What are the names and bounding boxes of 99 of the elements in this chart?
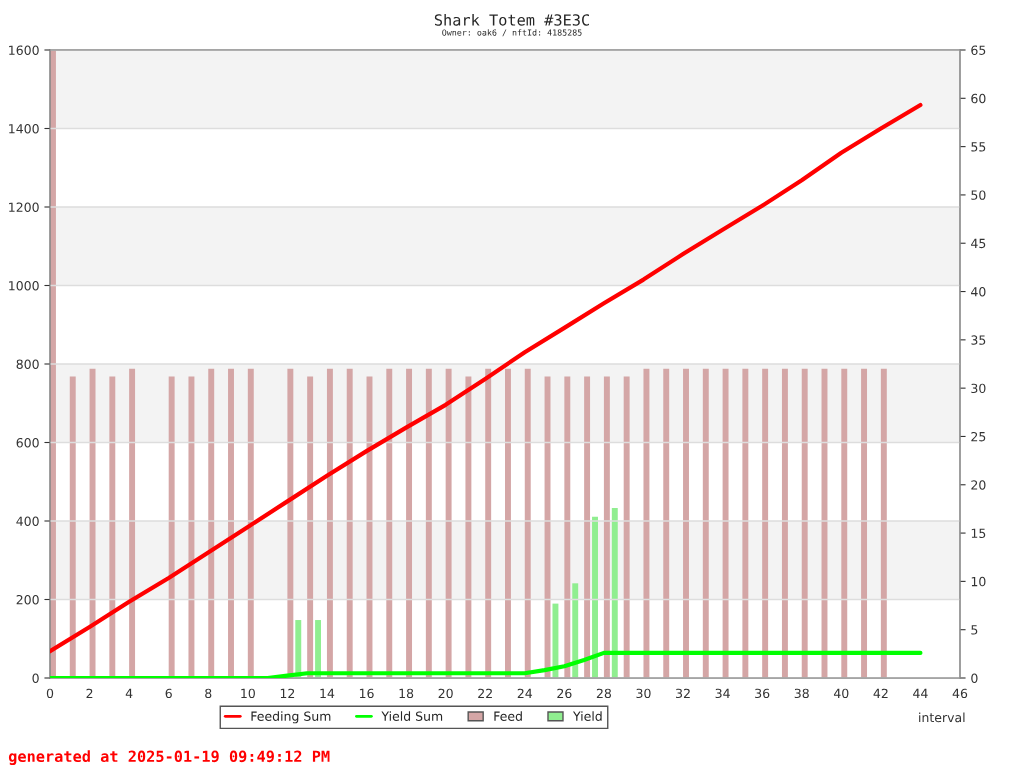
y2-tick-label: 65 xyxy=(971,45,986,55)
x-tick-label: 44 xyxy=(913,688,928,698)
x-tick-label: 40 xyxy=(833,688,849,699)
y2-tick-label: 35 xyxy=(971,335,986,345)
bar xyxy=(425,368,432,678)
bar xyxy=(552,603,559,678)
bar xyxy=(841,368,848,678)
bar xyxy=(485,368,492,678)
legend-label: Yield Sum xyxy=(381,711,443,721)
bar xyxy=(129,368,136,678)
legend-label: Yield xyxy=(572,711,602,721)
bar xyxy=(326,368,333,678)
y-tick-label: 1000 xyxy=(9,280,39,291)
bar xyxy=(683,368,689,678)
x-tick-label: 14 xyxy=(320,688,335,698)
line-series xyxy=(50,650,923,678)
x-tick-label: 12 xyxy=(280,688,295,698)
bar xyxy=(564,376,571,678)
x-tick-label: 18 xyxy=(399,688,414,699)
chart-subtitle: Owner: oak6 / nftId: 4185285 xyxy=(442,29,582,37)
x-tick-label: 42 xyxy=(873,688,888,698)
y2-tick-label: 5 xyxy=(971,625,978,635)
x-tick-label: 6 xyxy=(165,688,172,699)
y2-tick-label: 60 xyxy=(971,93,986,104)
chart-title: Shark Totem #3E3C xyxy=(434,13,589,26)
bar xyxy=(643,368,650,678)
bar xyxy=(109,376,116,678)
bar xyxy=(722,368,729,678)
x-tick-label: 32 xyxy=(676,688,690,699)
x-tick-label: 0 xyxy=(46,688,54,699)
x-tick-label: 34 xyxy=(715,688,730,699)
y2-tick-label: 30 xyxy=(971,383,986,394)
x-tick-label: 10 xyxy=(241,688,255,699)
y2-tick-label: 55 xyxy=(971,142,986,152)
x-tick-label: 4 xyxy=(125,688,133,698)
y2-tick-label: 45 xyxy=(971,238,986,249)
bar xyxy=(781,368,788,678)
legend-label: Feeding Sum xyxy=(251,711,331,724)
y-tick-label: 200 xyxy=(16,594,39,605)
x-axis-title: interval xyxy=(919,712,965,723)
x-tick-label: 8 xyxy=(205,688,212,699)
x-tick-label: 36 xyxy=(755,688,770,699)
bar xyxy=(592,516,598,678)
x-tick-label: 22 xyxy=(478,688,492,698)
y2-tick-label: 40 xyxy=(971,287,986,297)
legend-label: Feed xyxy=(494,711,522,721)
x-tick-label: 46 xyxy=(952,688,968,699)
bar xyxy=(208,368,215,678)
y-tick-label: 1600 xyxy=(9,45,39,55)
bar xyxy=(69,376,76,678)
bar xyxy=(406,368,413,678)
x-tick-label: 26 xyxy=(557,688,572,699)
bar xyxy=(663,368,670,678)
y-tick-label: 0 xyxy=(32,673,39,683)
bar xyxy=(315,620,322,678)
x-tick-label: 38 xyxy=(794,688,809,699)
bar xyxy=(89,368,96,678)
bar xyxy=(247,368,254,678)
y-tick-label: 1200 xyxy=(9,202,39,212)
bar xyxy=(188,376,195,678)
bar xyxy=(702,368,709,678)
x-tick-label: 20 xyxy=(438,688,453,699)
x-tick-label: 28 xyxy=(596,688,612,699)
bar xyxy=(742,368,749,678)
y2-tick-label: 0 xyxy=(971,673,978,683)
y2-tick-label: 25 xyxy=(971,431,986,442)
text: generated at 2025-01-19 09:49:12 PM xyxy=(8,750,330,766)
bar xyxy=(611,507,618,678)
x-tick-label: 24 xyxy=(517,688,533,698)
bar xyxy=(572,583,579,678)
x-tick-label: 16 xyxy=(359,688,374,699)
x-tick-label: 2 xyxy=(86,688,93,698)
bar xyxy=(228,368,234,678)
bar xyxy=(295,620,302,678)
bar xyxy=(445,368,452,678)
bar xyxy=(505,368,511,678)
line-series xyxy=(50,102,923,654)
bar xyxy=(465,376,472,678)
bar xyxy=(762,368,769,678)
y2-tick-label: 20 xyxy=(971,480,986,490)
bar xyxy=(346,368,353,678)
y2-tick-label: 50 xyxy=(971,190,986,200)
bar xyxy=(386,368,393,678)
y2-tick-label: 15 xyxy=(971,528,986,538)
bar xyxy=(801,368,808,678)
bar xyxy=(623,376,630,678)
bar xyxy=(603,376,610,678)
y-tick-label: 600 xyxy=(16,437,39,448)
y2-tick-label: 10 xyxy=(971,576,986,587)
bar xyxy=(168,376,175,678)
bar xyxy=(584,376,591,678)
bar xyxy=(861,368,868,678)
y-tick-label: 400 xyxy=(16,516,39,526)
x-tick-label: 30 xyxy=(636,688,651,699)
bar xyxy=(307,376,314,678)
bar xyxy=(524,368,531,678)
bar xyxy=(880,368,887,678)
y-tick-label: 1400 xyxy=(9,123,39,134)
y-tick-label: 800 xyxy=(16,359,39,369)
